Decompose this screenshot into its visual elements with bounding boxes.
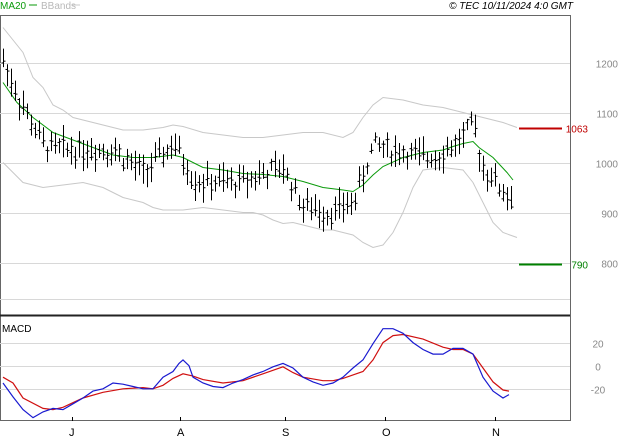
copyright-label: © TEC 10/11/2024 4:0 GMT (449, 1, 574, 12)
bollinger-bands (2, 27, 518, 249)
level-label-resistance: 1063 (566, 125, 589, 136)
macd-panel: 20 0 -20 (0, 328, 606, 419)
x-tick-label: A (177, 427, 185, 439)
x-tick-label: O (382, 427, 391, 439)
macd-title: MACD (2, 324, 31, 335)
y-tick-label: 1200 (596, 60, 619, 71)
signal-line (2, 333, 510, 411)
level-label-support: 790 (571, 261, 588, 272)
y-tick-label: 1100 (596, 110, 618, 121)
x-tick-label: J (69, 427, 75, 439)
macd-tick-label: 0 (595, 363, 601, 374)
x-tick-label: S (282, 427, 289, 439)
macd-tick-label: -20 (591, 386, 606, 397)
y-tick-label: 1000 (596, 160, 619, 171)
ohlc-bars (1, 48, 514, 232)
legend-bbands: BBands (41, 1, 76, 12)
price-levels: 1063 790 (519, 125, 588, 272)
chart-frame (0, 15, 571, 421)
macd-line (2, 328, 510, 419)
y-tick-label: 900 (601, 210, 618, 221)
price-gridlines (0, 63, 570, 300)
legend-ma20: MA20 (0, 1, 27, 12)
bband-lower (2, 162, 518, 249)
y-tick-labels: 800 900 1000 1100 1200 (596, 60, 619, 271)
y-tick-label: 800 (601, 260, 618, 271)
plot-border (0, 15, 571, 421)
macd-tick-label: 20 (592, 340, 604, 351)
bband-upper (2, 27, 518, 139)
x-tick-label: N (492, 427, 500, 439)
